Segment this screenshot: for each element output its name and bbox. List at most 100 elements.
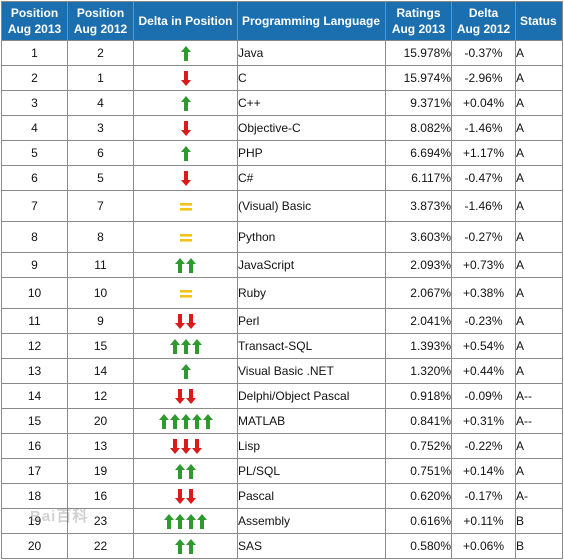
position-2012-cell: 16: [67, 483, 134, 509]
language-cell[interactable]: Python: [237, 221, 386, 253]
arrow-up-icon: [180, 45, 191, 61]
delta-cell: +0.38%: [451, 277, 516, 309]
arrow-up-icon: [175, 538, 185, 554]
language-cell[interactable]: PHP: [237, 140, 386, 166]
position-change-indicator: [180, 145, 191, 161]
position-change-indicator: [175, 257, 197, 273]
language-cell[interactable]: PL/SQL: [237, 458, 386, 484]
delta-cell: +1.17%: [451, 140, 516, 166]
position-2013-cell: 14: [1, 383, 68, 409]
header-programming-language: Programming Language: [237, 1, 386, 41]
delta-cell: +0.73%: [451, 252, 516, 278]
rating-cell: 2.041%: [385, 308, 452, 334]
table-row: 9 11 JavaScript 2.093% +0.73% A: [1, 252, 563, 278]
position-2013-cell: 1: [1, 40, 68, 66]
language-cell[interactable]: Ruby: [237, 277, 386, 309]
rating-cell: 0.751%: [385, 458, 452, 484]
table-row: 11 9 Perl 2.041% -0.23% A: [1, 308, 563, 334]
language-cell[interactable]: Assembly: [237, 508, 386, 534]
arrow-down-icon: [186, 488, 196, 504]
table-row: 1 2 Java 15.978% -0.37% A: [1, 40, 563, 66]
position-2013-cell: 17: [1, 458, 68, 484]
arrow-up-icon: [186, 463, 196, 479]
rating-cell: 15.978%: [385, 40, 452, 66]
delta-position-cell: [133, 408, 238, 434]
arrow-down-icon: [186, 313, 196, 329]
table-row: 13 14 Visual Basic .NET 1.320% +0.44% A: [1, 358, 563, 384]
delta-position-cell: [133, 308, 238, 334]
position-2012-cell: 22: [67, 533, 134, 559]
delta-cell: -2.96%: [451, 65, 516, 91]
position-change-indicator: [158, 413, 213, 429]
delta-position-cell: [133, 40, 238, 66]
position-2012-cell: 8: [67, 221, 134, 253]
position-2013-cell: 16: [1, 433, 68, 459]
delta-cell: -0.09%: [451, 383, 516, 409]
delta-cell: -0.22%: [451, 433, 516, 459]
table-row: 5 6 PHP 6.694% +1.17% A: [1, 140, 563, 166]
arrow-down-icon: [175, 488, 185, 504]
header-status: Status: [515, 1, 563, 41]
rating-cell: 0.841%: [385, 408, 452, 434]
position-2013-cell: 8: [1, 221, 68, 253]
status-cell: A: [515, 190, 563, 222]
language-cell[interactable]: Perl: [237, 308, 386, 334]
language-cell[interactable]: Objective-C: [237, 115, 386, 141]
language-cell[interactable]: Java: [237, 40, 386, 66]
table-row: 2 1 C 15.974% -2.96% A: [1, 65, 563, 91]
language-cell[interactable]: JavaScript: [237, 252, 386, 278]
header-ratings: Ratings Aug 2013: [385, 1, 452, 41]
position-2013-cell: 10: [1, 277, 68, 309]
language-cell[interactable]: (Visual) Basic: [237, 190, 386, 222]
language-cell[interactable]: SAS: [237, 533, 386, 559]
position-change-indicator: [180, 170, 191, 186]
delta-position-cell: [133, 115, 238, 141]
language-cell[interactable]: Pascal: [237, 483, 386, 509]
language-cell[interactable]: C#: [237, 165, 386, 191]
arrow-up-icon: [180, 413, 191, 429]
table-row: 17 19 PL/SQL 0.751% +0.14% A: [1, 458, 563, 484]
equal-icon: [179, 233, 192, 242]
delta-position-cell: [133, 90, 238, 116]
table-body: 1 2 Java 15.978% -0.37% A 2 1 C 15.974% -2.96% A 3 4 C…: [1, 40, 563, 559]
position-2013-cell: 11: [1, 308, 68, 334]
rating-cell: 0.616%: [385, 508, 452, 534]
delta-cell: +0.31%: [451, 408, 516, 434]
table-row: 3 4 C++ 9.371% +0.04% A: [1, 90, 563, 116]
delta-cell: -1.46%: [451, 190, 516, 222]
delta-cell: +0.11%: [451, 508, 516, 534]
position-change-indicator: [180, 45, 191, 61]
language-cell[interactable]: Lisp: [237, 433, 386, 459]
delta-position-cell: [133, 508, 238, 534]
language-cell[interactable]: C++: [237, 90, 386, 116]
delta-position-cell: [133, 383, 238, 409]
language-cell[interactable]: MATLAB: [237, 408, 386, 434]
rating-cell: 0.580%: [385, 533, 452, 559]
language-cell[interactable]: Visual Basic .NET: [237, 358, 386, 384]
status-cell: A: [515, 358, 563, 384]
arrow-up-icon: [191, 338, 202, 354]
position-2012-cell: 20: [67, 408, 134, 434]
arrow-down-icon: [169, 438, 180, 454]
position-change-indicator: [180, 95, 191, 111]
position-2013-cell: 13: [1, 358, 68, 384]
position-2012-cell: 15: [67, 333, 134, 359]
arrow-up-icon: [180, 363, 191, 379]
language-cell[interactable]: Transact-SQL: [237, 333, 386, 359]
position-2013-cell: 9: [1, 252, 68, 278]
arrow-up-icon: [180, 95, 191, 111]
rating-cell: 1.393%: [385, 333, 452, 359]
rating-cell: 1.320%: [385, 358, 452, 384]
table-row: 20 22 SAS 0.580% +0.06% B: [1, 533, 563, 559]
delta-cell: -1.46%: [451, 115, 516, 141]
delta-cell: -0.17%: [451, 483, 516, 509]
position-2012-cell: 11: [67, 252, 134, 278]
position-2012-cell: 13: [67, 433, 134, 459]
table-row: 18 16 Pascal 0.620% -0.17% A-: [1, 483, 563, 509]
equal-icon: [179, 202, 192, 211]
language-cell[interactable]: C: [237, 65, 386, 91]
delta-position-cell: [133, 433, 238, 459]
arrow-up-icon: [186, 257, 196, 273]
language-cell[interactable]: Delphi/Object Pascal: [237, 383, 386, 409]
header-position-2013: Position Aug 2013: [1, 1, 68, 41]
